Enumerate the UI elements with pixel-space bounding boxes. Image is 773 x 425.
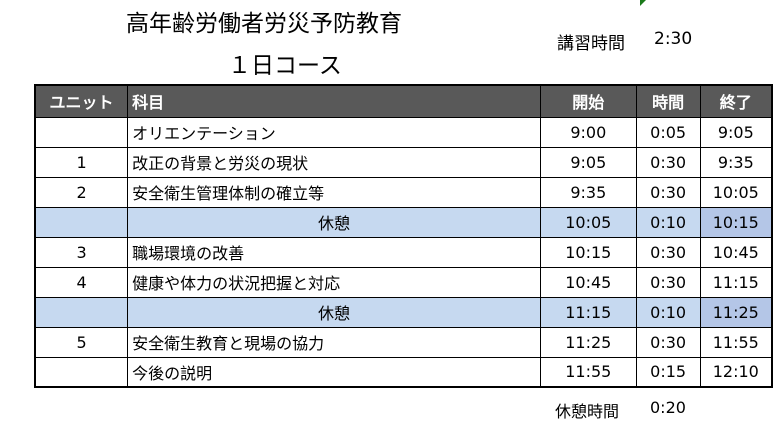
duration-cell[interactable]: 0:30 <box>635 146 701 178</box>
cell-comment-indicator-icon <box>640 0 646 6</box>
unit-cell[interactable]: 3 <box>34 236 129 268</box>
subject-cell[interactable]: 安全衛生管理体制の確立等 <box>127 176 541 208</box>
unit-cell[interactable] <box>34 296 129 328</box>
end-cell[interactable]: 10:05 <box>699 176 773 208</box>
subject-cell[interactable]: 今後の説明 <box>127 356 541 388</box>
unit-cell[interactable] <box>34 356 129 388</box>
break-row: 休憩 11:15 0:10 11:25 <box>34 296 773 328</box>
table-header-row: ユニット 科目 開始 時間 終了 <box>34 84 773 118</box>
header-unit[interactable]: ユニット <box>34 84 129 118</box>
duration-cell[interactable]: 0:30 <box>635 176 701 208</box>
subject-cell[interactable]: 安全衛生教育と現場の協力 <box>127 326 541 358</box>
end-cell[interactable]: 10:15 <box>699 206 773 238</box>
end-cell[interactable]: 9:05 <box>699 116 773 148</box>
subject-cell[interactable]: 健康や体力の状況把握と対応 <box>127 266 541 298</box>
duration-cell[interactable]: 0:15 <box>635 356 701 388</box>
table-row: オリエンテーション 9:00 0:05 9:05 <box>34 116 773 148</box>
start-cell[interactable]: 11:25 <box>539 326 637 358</box>
subject-cell[interactable]: オリエンテーション <box>127 116 541 148</box>
unit-cell[interactable]: 2 <box>34 176 129 208</box>
duration-cell[interactable]: 0:05 <box>635 116 701 148</box>
unit-cell[interactable]: 5 <box>34 326 129 358</box>
break-total-value: 0:20 <box>650 398 686 417</box>
duration-cell[interactable]: 0:30 <box>635 266 701 298</box>
header-duration[interactable]: 時間 <box>635 84 701 118</box>
course-hours-label: 講習時間 <box>557 34 625 54</box>
end-cell[interactable]: 9:35 <box>699 146 773 178</box>
header-end[interactable]: 終了 <box>699 84 773 118</box>
table-row: 今後の説明 11:55 0:15 12:10 <box>34 356 773 388</box>
duration-cell[interactable]: 0:10 <box>635 206 701 238</box>
start-cell[interactable]: 9:00 <box>539 116 637 148</box>
unit-cell[interactable]: 4 <box>34 266 129 298</box>
start-cell[interactable]: 10:45 <box>539 266 637 298</box>
end-cell[interactable]: 11:25 <box>699 296 773 328</box>
end-cell[interactable]: 12:10 <box>699 356 773 388</box>
table-row: 2 安全衛生管理体制の確立等 9:35 0:30 10:05 <box>34 176 773 208</box>
break-total-label: 休憩時間 <box>555 402 620 421</box>
table-row: 3 職場環境の改善 10:15 0:30 10:45 <box>34 236 773 268</box>
header-subject[interactable]: 科目 <box>127 84 541 118</box>
break-row: 休憩 10:05 0:10 10:15 <box>34 206 773 238</box>
page-subtitle: １日コース <box>228 53 342 79</box>
end-cell[interactable]: 11:55 <box>699 326 773 358</box>
unit-cell[interactable]: 1 <box>34 146 129 178</box>
duration-cell[interactable]: 0:10 <box>635 296 701 328</box>
start-cell[interactable]: 11:55 <box>539 356 637 388</box>
start-cell[interactable]: 10:05 <box>539 206 637 238</box>
header-start[interactable]: 開始 <box>539 84 637 118</box>
table-row: 4 健康や体力の状況把握と対応 10:45 0:30 11:15 <box>34 266 773 298</box>
subject-cell[interactable]: 休憩 <box>127 296 541 328</box>
table-row: 1 改正の背景と労災の現状 9:05 0:30 9:35 <box>34 146 773 178</box>
course-hours-value: 2:30 <box>654 29 693 49</box>
subject-cell[interactable]: 改正の背景と労災の現状 <box>127 146 541 178</box>
unit-cell[interactable] <box>34 206 129 238</box>
start-cell[interactable]: 9:05 <box>539 146 637 178</box>
duration-cell[interactable]: 0:30 <box>635 326 701 358</box>
end-cell[interactable]: 10:45 <box>699 236 773 268</box>
end-cell[interactable]: 11:15 <box>699 266 773 298</box>
schedule-table: ユニット 科目 開始 時間 終了 オリエンテーション 9:00 0:05 9:05 1 改… <box>34 84 773 388</box>
duration-cell[interactable]: 0:30 <box>635 236 701 268</box>
subject-cell[interactable]: 職場環境の改善 <box>127 236 541 268</box>
subject-cell[interactable]: 休憩 <box>127 206 541 238</box>
start-cell[interactable]: 10:15 <box>539 236 637 268</box>
start-cell[interactable]: 9:35 <box>539 176 637 208</box>
page-title: 高年齢労働者労災予防教育 <box>126 11 402 37</box>
table-row: 5 安全衛生教育と現場の協力 11:25 0:30 11:55 <box>34 326 773 358</box>
unit-cell[interactable] <box>34 116 129 148</box>
start-cell[interactable]: 11:15 <box>539 296 637 328</box>
